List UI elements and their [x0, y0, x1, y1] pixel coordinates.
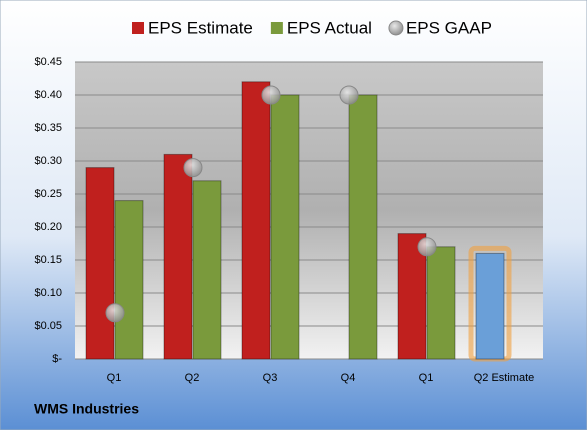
legend-marker	[270, 22, 283, 34]
legend-label: EPS Estimate	[148, 18, 253, 37]
y-tick-label: $0.05	[34, 320, 62, 332]
legend-label: EPS Actual	[287, 18, 372, 37]
y-tick-label: $0.35	[34, 122, 62, 134]
chart-title: WMS Industries	[34, 401, 139, 417]
gaap-marker	[183, 158, 203, 178]
x-tick-label: Q3	[263, 372, 278, 384]
bar	[426, 246, 456, 360]
bar	[397, 233, 427, 360]
legend-marker	[388, 20, 404, 36]
gaap-marker	[105, 303, 125, 323]
bar	[114, 200, 144, 360]
plot-area	[75, 62, 543, 359]
bar	[241, 81, 271, 360]
gaap-marker	[339, 85, 359, 105]
x-tick-label: Q2 Estimate	[474, 372, 535, 384]
legend-label: EPS GAAP	[406, 18, 492, 37]
legend-marker	[132, 22, 144, 34]
y-tick-label: $0.40	[34, 89, 62, 101]
gaap-marker	[261, 85, 281, 105]
bar	[348, 94, 378, 360]
x-tick-label: Q1	[107, 372, 122, 384]
y-tick-label: $-	[52, 353, 62, 365]
bar	[85, 167, 115, 360]
y-tick-label: $0.30	[34, 155, 62, 167]
y-tick-label: $0.10	[34, 287, 62, 299]
bar	[163, 153, 193, 360]
gaap-marker	[417, 237, 437, 257]
bar	[270, 94, 300, 360]
x-tick-label: Q4	[341, 372, 356, 384]
y-tick-label: $0.15	[34, 254, 62, 266]
x-tick-label: Q1	[419, 372, 434, 384]
y-tick-label: $0.45	[34, 56, 62, 68]
y-tick-label: $0.20	[34, 221, 62, 233]
bar	[192, 180, 222, 360]
bar	[475, 252, 505, 360]
x-tick-label: Q2	[185, 372, 200, 384]
y-tick-label: $0.25	[34, 188, 62, 200]
